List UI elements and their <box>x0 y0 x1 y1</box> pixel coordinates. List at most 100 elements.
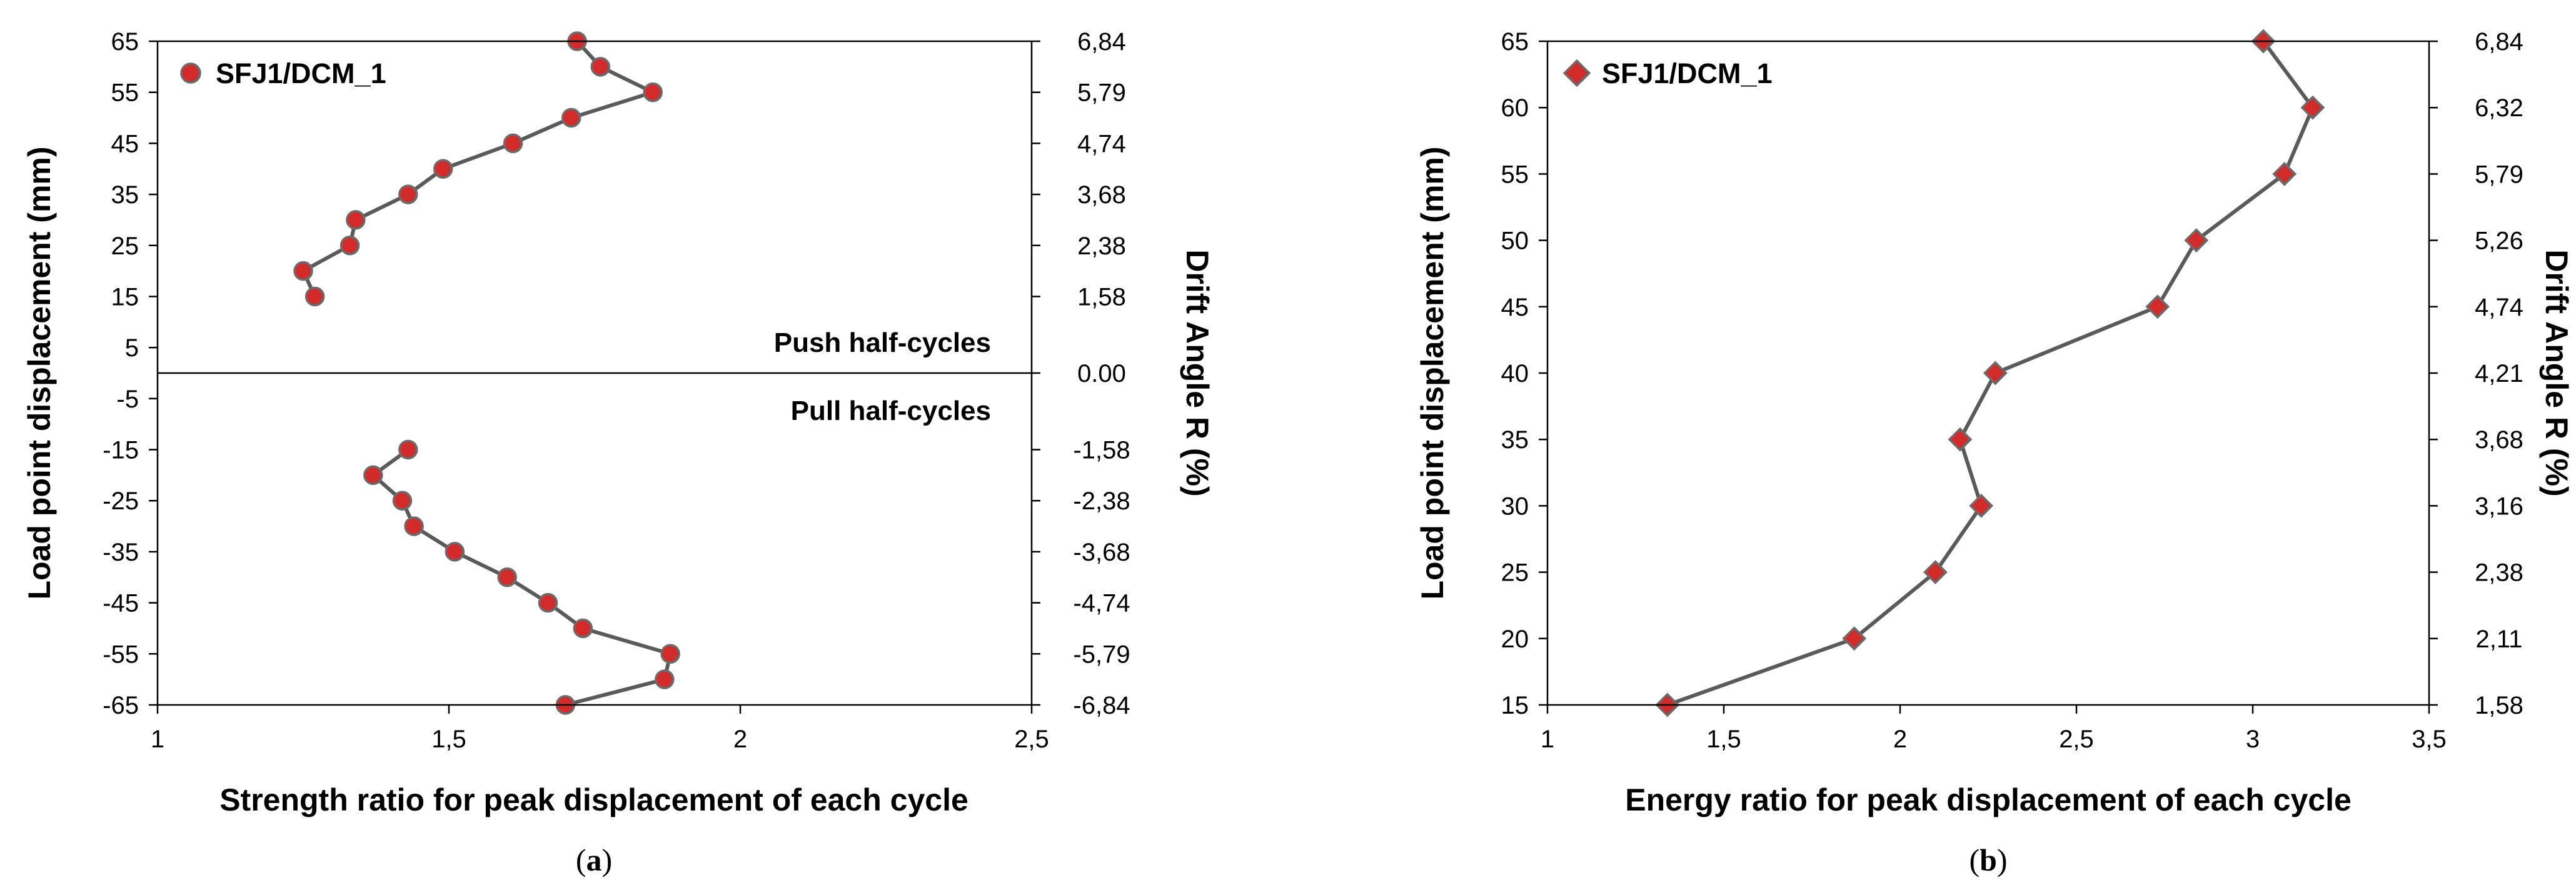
chart-a-point <box>304 286 325 307</box>
chart-a-ytick-label: 35 <box>111 181 139 209</box>
chart-a-ytick-label: -45 <box>103 590 139 617</box>
chart-b-ytick-label: 65 <box>1501 28 1529 56</box>
chart-a-ytick-label: -15 <box>103 437 139 464</box>
chart-a-point <box>363 465 383 486</box>
chart-b-y2tick-label: 4,21 <box>2475 360 2523 387</box>
chart-a-ticks: 1 1,5 2 2,5 65 55 45 35 25 15 5 -5 -15 -25 -35 -45 -55 -6… <box>103 28 1130 753</box>
chart-a-point <box>398 439 418 460</box>
chart-b-ytick-label: 20 <box>1501 626 1529 653</box>
chart-b-y2tick-label: 4,74 <box>2475 294 2523 321</box>
chart-b-xtick-label: 2,5 <box>2059 726 2094 753</box>
chart-a-y2tick-label: -5,79 <box>1073 641 1130 668</box>
chart-b-xtick-label: 3 <box>2246 726 2260 753</box>
chart-b-y2tick-label: 1,58 <box>2475 692 2523 719</box>
chart-a-y2tick-label: 2,38 <box>1077 232 1126 260</box>
chart-a-ytick-label: 15 <box>111 283 139 311</box>
chart-a-ytick-label: 25 <box>111 232 139 260</box>
chart-a-point <box>655 669 675 689</box>
chart-a-ytick-label: -55 <box>103 641 139 668</box>
chart-a-y2tick-label: 5,79 <box>1077 79 1126 107</box>
chart-a-point <box>445 542 465 562</box>
chart-b-xtick-label: 1 <box>1541 726 1554 753</box>
chart-b-legend-marker <box>1562 59 1591 87</box>
chart-a-y2tick-label: -1,58 <box>1073 437 1130 464</box>
chart-a-xtick-label: 1 <box>151 726 164 753</box>
chart-a-caption-letter: a <box>586 842 602 877</box>
chart-b-xtick-label: 2 <box>1893 726 1907 753</box>
chart-a-legend-marker <box>180 62 201 84</box>
chart-b-x-title: Energy ratio for peak displacement of ea… <box>1625 782 2352 817</box>
chart-a-ytick-label: 5 <box>125 334 139 362</box>
chart-a-xtick-label: 2,5 <box>1014 726 1049 753</box>
chart-a-series <box>293 31 680 715</box>
chart-b-y2tick-label: 6,84 <box>2475 28 2523 56</box>
chart-a-caption: (a) <box>576 842 612 877</box>
chart-a-ytick-label: -5 <box>116 386 139 413</box>
chart-a-point <box>497 567 517 587</box>
chart-b-series <box>1655 29 2325 717</box>
chart-b-y2tick-label: 5,26 <box>2475 227 2523 255</box>
chart-a-ytick-label: 55 <box>111 79 139 107</box>
chart-b: 1 1,5 2 2,5 3 3,5 65 60 55 50 45 40 35 30 25 20 15 6,84 6,… <box>1415 28 2574 877</box>
chart-b-point <box>1983 361 2008 386</box>
chart-b-ytick-label: 40 <box>1501 360 1529 387</box>
chart-b-xtick-label: 1,5 <box>1706 726 1741 753</box>
chart-a-y2tick-label: -3,68 <box>1073 539 1130 566</box>
chart-b-point <box>1842 626 1867 651</box>
chart-b-legend-label: SFJ1/DCM_1 <box>1602 57 1773 89</box>
chart-b-ytick-label: 25 <box>1501 559 1529 587</box>
chart-b-y2tick-label: 3,68 <box>2475 426 2523 454</box>
chart-b-ytick-label: 15 <box>1501 692 1529 719</box>
chart-a-legend-label: SFJ1/DCM_1 <box>216 57 386 89</box>
chart-a-point <box>346 210 366 230</box>
chart-a-point <box>433 159 453 179</box>
chart-a-ytick-label: -25 <box>103 487 139 515</box>
chart-a-y2tick-label: 1,58 <box>1077 283 1126 311</box>
chart-a-point <box>503 133 523 154</box>
chart-a-ytick-label: 65 <box>111 28 139 56</box>
chart-b-point <box>1923 560 1948 585</box>
chart-a-point <box>561 107 581 128</box>
chart-b-point <box>1969 493 1994 518</box>
chart-b-ytick-label: 55 <box>1501 161 1529 188</box>
chart-a-point <box>573 618 593 639</box>
chart-a-y2tick-label: 4,74 <box>1077 130 1126 157</box>
chart-a: 1 1,5 2 2,5 65 55 45 35 25 15 5 -5 -15 -25 -35 -45 -55 -6… <box>22 28 1215 877</box>
chart-b-ytick-label: 50 <box>1501 227 1529 255</box>
chart-a-y2tick-label: 3,68 <box>1077 181 1126 209</box>
chart-a-point <box>398 184 418 204</box>
chart-a-point <box>404 516 424 536</box>
chart-a-y2tick-label: -4,74 <box>1073 590 1130 617</box>
chart-a-point <box>590 57 611 77</box>
chart-a-ytick-label: -65 <box>103 692 139 719</box>
chart-b-ytick-label: 60 <box>1501 94 1529 122</box>
chart-b-point <box>2145 294 2170 319</box>
chart-a-point <box>340 236 360 256</box>
chart-b-point <box>2184 228 2209 253</box>
chart-a-y2tick-label: 0.00 <box>1077 360 1126 387</box>
chart-b-y2-title: Drift Angle R (%) <box>2539 249 2574 496</box>
chart-b-legend: SFJ1/DCM_1 <box>1562 57 1773 89</box>
chart-b-caption: (b) <box>1969 842 2007 877</box>
chart-b-y2tick-label: 2,38 <box>2475 559 2523 587</box>
chart-a-xtick-label: 1,5 <box>431 726 466 753</box>
chart-a-x-title: Strength ratio for peak displacement of … <box>219 782 969 817</box>
chart-b-y2tick-label: 3,16 <box>2475 492 2523 520</box>
chart-a-y-title: Load point displacement (mm) <box>22 146 57 599</box>
chart-b-ytick-label: 35 <box>1501 426 1529 454</box>
chart-a-legend: SFJ1/DCM_1 <box>180 57 386 89</box>
chart-b-ticks: 1 1,5 2 2,5 3 3,5 65 60 55 50 45 40 35 30 25 20 15 6,84 6,… <box>1501 28 2523 753</box>
chart-b-y2tick-label: 5,79 <box>2475 161 2523 188</box>
chart-a-point <box>293 261 313 281</box>
chart-a-ytick-label: 45 <box>111 130 139 157</box>
chart-b-point <box>2300 95 2325 120</box>
chart-b-point <box>1948 427 1973 452</box>
chart-a-point <box>643 82 663 102</box>
chart-b-xtick-label: 3,5 <box>2412 726 2447 753</box>
chart-a-y2tick-label: -2,38 <box>1073 487 1130 515</box>
chart-b-ytick-label: 45 <box>1501 294 1529 321</box>
chart-a-y2tick-label: -6,84 <box>1073 692 1130 719</box>
chart-b-y2tick-label: 2,11 <box>2476 626 2523 653</box>
chart-a-series-line <box>370 448 673 707</box>
